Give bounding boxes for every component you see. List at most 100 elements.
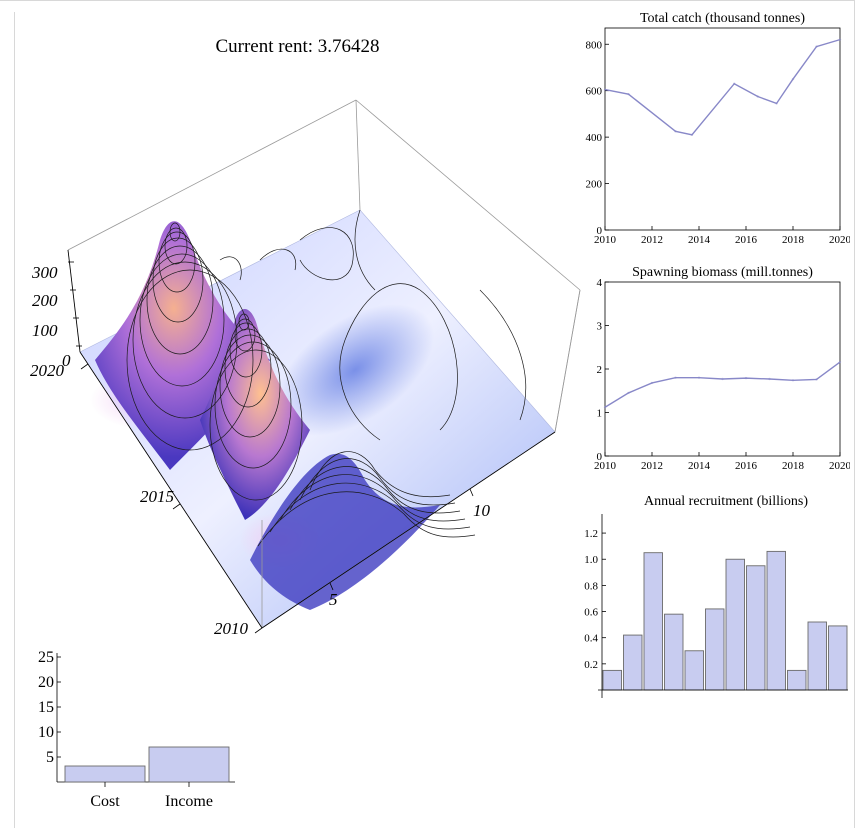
x-tick-label: 2016	[735, 460, 758, 472]
series-line	[604, 38, 841, 136]
data-point	[690, 133, 694, 137]
spawning-biomass-chart[interactable]: Spawning biomass (mill.tonnes) 0 1 2 3 4 2010 2…	[560, 256, 850, 472]
bar	[148, 746, 230, 783]
x-tick-label: 2010	[594, 234, 617, 246]
bar	[807, 621, 827, 691]
bar	[664, 613, 684, 691]
y-tick-label: 200	[586, 179, 603, 191]
data-point	[674, 130, 677, 133]
y-tick-label: 5	[46, 749, 54, 766]
y-tick-label: 1.0	[584, 554, 598, 566]
x-tick-label: 2020	[829, 460, 850, 472]
y-tick-label: 25	[38, 649, 54, 666]
bar	[725, 558, 745, 691]
surface	[79, 209, 556, 629]
x-tick-label: 2018	[782, 234, 805, 246]
bar	[787, 669, 807, 691]
y-tick-label: 0.6	[584, 607, 598, 619]
x-tick-label: 2010	[594, 460, 617, 472]
bar	[828, 625, 848, 691]
bar	[602, 669, 622, 691]
rent-value: 3.76428	[317, 36, 380, 57]
y-tick-label: 1.2	[584, 528, 598, 540]
data-point	[791, 77, 795, 81]
total-catch-chart[interactable]: Total catch (thousand tonnes) 0 200 400 600 8…	[560, 8, 851, 248]
rent-label: Current rent:	[215, 36, 314, 57]
data-point	[838, 38, 842, 41]
data-point	[627, 92, 630, 96]
bar	[684, 650, 704, 691]
age-tick-label: 5	[329, 590, 338, 609]
data-point	[674, 376, 677, 379]
data-point	[733, 82, 736, 85]
data-point	[744, 376, 748, 380]
y-tick-label: 15	[38, 699, 54, 716]
bar	[766, 550, 786, 691]
category-label: Income	[165, 793, 213, 810]
x-tick-label: 2012	[641, 460, 663, 472]
data-point	[603, 88, 607, 91]
y-tick-label: 4	[597, 277, 603, 289]
data-point	[697, 376, 701, 379]
panel-frame-left	[14, 12, 15, 828]
z-tick-label: 0	[62, 351, 71, 370]
y-tick-label: 0	[597, 451, 603, 463]
data-point	[768, 377, 771, 381]
cost-income-chart[interactable]: 5 10 15 20 25 Cost Income	[20, 645, 250, 820]
current-rent: Current rent: 3.76428	[0, 36, 595, 58]
x-tick-label: 2018	[782, 460, 805, 472]
year-tick-label: 2015	[140, 487, 174, 506]
chart-title: Total catch (thousand tonnes)	[640, 11, 805, 26]
data-point	[775, 102, 778, 105]
z-tick-label: 100	[32, 321, 58, 340]
annual-recruitment-chart[interactable]: Annual recruitment (billions) 0.2 0.4 0.6 0.…	[560, 490, 854, 702]
chart-title: Annual recruitment (billions)	[644, 494, 808, 509]
z-tick-label: 300	[31, 263, 58, 282]
plot-frame	[604, 27, 841, 231]
y-tick-label: 20	[38, 674, 54, 691]
y-tick-label: 0.4	[584, 633, 598, 645]
plot-frame	[604, 281, 841, 457]
category-label: Cost	[90, 793, 120, 810]
x-tick-label: 2020	[829, 234, 850, 246]
bar	[643, 552, 663, 691]
y-tick-label: 1	[597, 408, 603, 420]
y-tick-label: 800	[586, 39, 603, 51]
data-point	[603, 406, 607, 409]
z-axis	[67, 249, 82, 353]
y-tick-label: 2	[597, 364, 603, 376]
data-point	[627, 391, 630, 395]
data-point	[721, 377, 724, 381]
series-line	[604, 361, 841, 408]
x-tick-label: 2014	[688, 234, 711, 246]
age-tick-label: 10	[473, 501, 491, 520]
y-tick-label: 10	[38, 724, 54, 741]
chart-title: Spawning biomass (mill.tonnes)	[632, 265, 813, 280]
y-tick-label: 3	[597, 321, 603, 333]
x-tick-label: 2016	[735, 234, 758, 246]
x-tick-label: 2014	[688, 460, 711, 472]
data-point	[650, 381, 654, 385]
year-tick-label: 2010	[214, 619, 249, 638]
bar	[746, 565, 766, 691]
year-axis-ticks	[79, 351, 556, 634]
data-point	[791, 379, 795, 382]
data-point	[815, 378, 818, 381]
y-tick-label: 600	[586, 86, 603, 98]
contour-lines	[126, 209, 527, 547]
y-tick-label: 0	[597, 225, 603, 237]
data-point	[756, 95, 759, 98]
bar	[64, 765, 146, 783]
bar	[705, 608, 725, 691]
x-tick-label: 2012	[641, 234, 663, 246]
z-tick-label: 200	[32, 291, 58, 310]
y-tick-label: 400	[586, 132, 603, 144]
surface-3d-plot[interactable]: 300 200 100 0 2020 2015 2010 5 10	[0, 0, 600, 660]
data-point	[838, 360, 842, 364]
bar	[623, 634, 643, 691]
data-point	[815, 45, 818, 48]
year-tick-label: 2020	[30, 361, 65, 380]
y-tick-label: 0.8	[584, 580, 598, 592]
y-tick-label: 0.2	[584, 659, 598, 671]
